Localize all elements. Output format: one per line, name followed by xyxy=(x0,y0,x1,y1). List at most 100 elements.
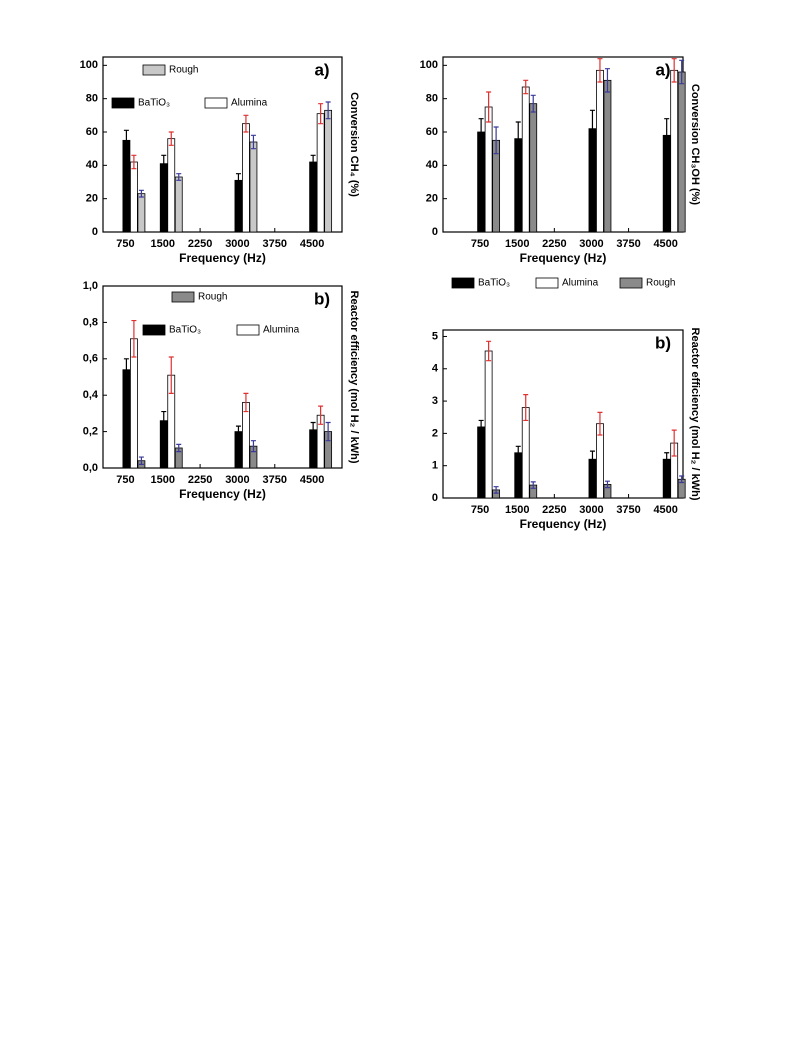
error-bar xyxy=(235,173,241,188)
x-tick-label: 3000 xyxy=(225,474,249,486)
y-tick-label: 20 xyxy=(426,193,438,205)
plot-frame xyxy=(442,329,684,499)
legend-label: BaTiO₃ xyxy=(169,325,201,336)
x-tick-label: 3750 xyxy=(263,238,287,250)
error-bar xyxy=(310,154,316,170)
y-tick-label: 0,6 xyxy=(83,353,98,365)
bar xyxy=(484,106,493,233)
x-tick-label: 4500 xyxy=(300,474,324,486)
error-bar xyxy=(523,394,529,422)
bar xyxy=(159,163,168,233)
error-bar xyxy=(161,154,167,173)
error-bar xyxy=(318,103,324,125)
bar xyxy=(167,138,176,233)
bar xyxy=(242,123,250,233)
error-bar xyxy=(671,429,677,457)
error-bar xyxy=(679,475,685,484)
x-tick-label: 1500 xyxy=(505,504,529,516)
x-tick-label: 750 xyxy=(471,504,489,516)
plot-frame xyxy=(102,285,343,469)
error-bar xyxy=(243,392,249,413)
y-tick-label: 20 xyxy=(86,193,98,205)
error-bar xyxy=(664,452,670,467)
x-tick-label: 2250 xyxy=(542,238,566,250)
x-tick-label: 750 xyxy=(116,238,134,250)
error-bar xyxy=(664,118,670,153)
error-bar xyxy=(131,319,137,358)
error-bar xyxy=(597,411,603,436)
y-tick-label: 80 xyxy=(426,93,438,105)
error-bar xyxy=(530,481,536,489)
error-bar xyxy=(597,58,603,83)
y-tick-label: 40 xyxy=(86,159,98,171)
panel-label: b) xyxy=(655,333,671,352)
bar xyxy=(137,193,146,233)
y-tick-label: 4 xyxy=(432,363,439,375)
error-bar xyxy=(243,114,249,133)
error-bar xyxy=(176,443,182,453)
y-tick-label: 100 xyxy=(420,59,438,71)
error-bar xyxy=(325,421,331,442)
y-tick-label: 0,0 xyxy=(83,462,98,474)
error-bar xyxy=(310,421,316,438)
legend-swatch xyxy=(171,291,195,303)
y-tick-label: 2 xyxy=(432,427,438,439)
y-tick-label: 0 xyxy=(432,226,438,238)
y-axis-label: Reactor efficiency (mol H₂ / kWh) xyxy=(348,291,360,464)
y-tick-label: 100 xyxy=(80,59,98,71)
legend-label: BaTiO₃ xyxy=(138,98,170,109)
panel-label: b) xyxy=(314,289,330,308)
error-bar xyxy=(679,59,685,85)
bar xyxy=(529,103,538,233)
x-tick-label: 4500 xyxy=(300,238,324,250)
error-bar xyxy=(176,173,182,181)
bar xyxy=(477,426,486,499)
bar xyxy=(122,369,131,469)
legend-label: Rough xyxy=(646,278,675,289)
error-bar xyxy=(123,358,129,382)
error-bar xyxy=(486,91,492,123)
y-tick-label: 60 xyxy=(426,126,438,138)
x-tick-label: 1500 xyxy=(151,238,175,250)
legend-label: Alumina xyxy=(263,325,300,336)
bar xyxy=(122,139,131,233)
bar xyxy=(477,131,486,233)
x-tick-label: 750 xyxy=(116,474,134,486)
error-bar xyxy=(478,419,484,434)
bar xyxy=(677,71,686,233)
x-axis-label: Frequency (Hz) xyxy=(520,251,607,265)
error-bar xyxy=(515,121,521,156)
y-tick-label: 5 xyxy=(432,330,438,342)
error-bar xyxy=(138,189,144,198)
bar xyxy=(309,161,318,233)
error-bar xyxy=(161,410,167,431)
y-tick-label: 1 xyxy=(432,460,438,472)
y-tick-label: 0,8 xyxy=(83,316,98,328)
x-tick-label: 3750 xyxy=(616,238,640,250)
error-bar xyxy=(523,79,529,95)
x-tick-label: 4500 xyxy=(653,238,677,250)
legend-label: Alumina xyxy=(231,98,268,109)
x-tick-label: 750 xyxy=(471,238,489,250)
x-tick-label: 3750 xyxy=(616,504,640,516)
y-axis-label: Reactor efficiency (mol H₂ / kWh) xyxy=(689,328,701,501)
legend-label: Rough xyxy=(198,292,227,303)
bar xyxy=(234,179,243,233)
error-bar xyxy=(515,445,521,460)
x-tick-label: 2250 xyxy=(188,238,212,250)
error-bar xyxy=(604,68,610,93)
bar xyxy=(316,113,325,233)
legend-label: Rough xyxy=(169,65,198,76)
bar xyxy=(249,141,258,233)
y-tick-label: 1,0 xyxy=(83,280,98,292)
x-tick-label: 1500 xyxy=(505,238,529,250)
legend-swatch xyxy=(142,324,166,336)
legend-swatch xyxy=(204,97,228,109)
bar xyxy=(174,176,183,233)
error-bar xyxy=(131,154,137,170)
bar xyxy=(324,109,333,233)
error-bar xyxy=(325,101,331,120)
bar xyxy=(603,79,612,233)
